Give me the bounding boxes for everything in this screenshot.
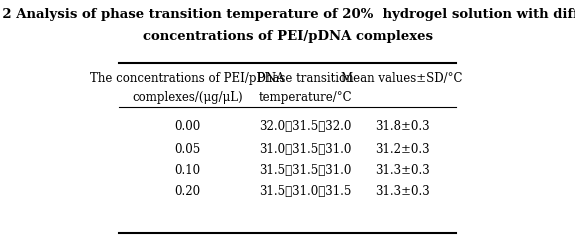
Text: temperature/°C: temperature/°C — [259, 91, 352, 103]
Text: Table 2 Analysis of phase transition temperature of 20%  hydrogel solution with : Table 2 Analysis of phase transition tem… — [0, 8, 575, 22]
Text: 32.0；31.5；32.0: 32.0；31.5；32.0 — [259, 120, 351, 133]
Text: 31.5；31.5；31.0: 31.5；31.5；31.0 — [259, 164, 351, 177]
Text: Phase transition: Phase transition — [257, 72, 354, 85]
Text: 31.3±0.3: 31.3±0.3 — [375, 185, 430, 198]
Text: 31.0；31.5；31.0: 31.0；31.5；31.0 — [259, 142, 351, 156]
Text: complexes/(μg/μL): complexes/(μg/μL) — [132, 91, 243, 103]
Text: 31.5；31.0；31.5: 31.5；31.0；31.5 — [259, 185, 351, 198]
Text: 0.10: 0.10 — [174, 164, 200, 177]
Text: 31.2±0.3: 31.2±0.3 — [375, 142, 430, 156]
Text: Mean values±SD/°C: Mean values±SD/°C — [341, 72, 463, 85]
Text: 31.3±0.3: 31.3±0.3 — [375, 164, 430, 177]
Text: concentrations of PEI/pDNA complexes: concentrations of PEI/pDNA complexes — [143, 30, 432, 43]
Text: 0.20: 0.20 — [174, 185, 200, 198]
Text: 0.05: 0.05 — [174, 142, 201, 156]
Text: The concentrations of PEI/pDNA: The concentrations of PEI/pDNA — [90, 72, 285, 85]
Text: 31.8±0.3: 31.8±0.3 — [375, 120, 430, 133]
Text: 0.00: 0.00 — [174, 120, 201, 133]
